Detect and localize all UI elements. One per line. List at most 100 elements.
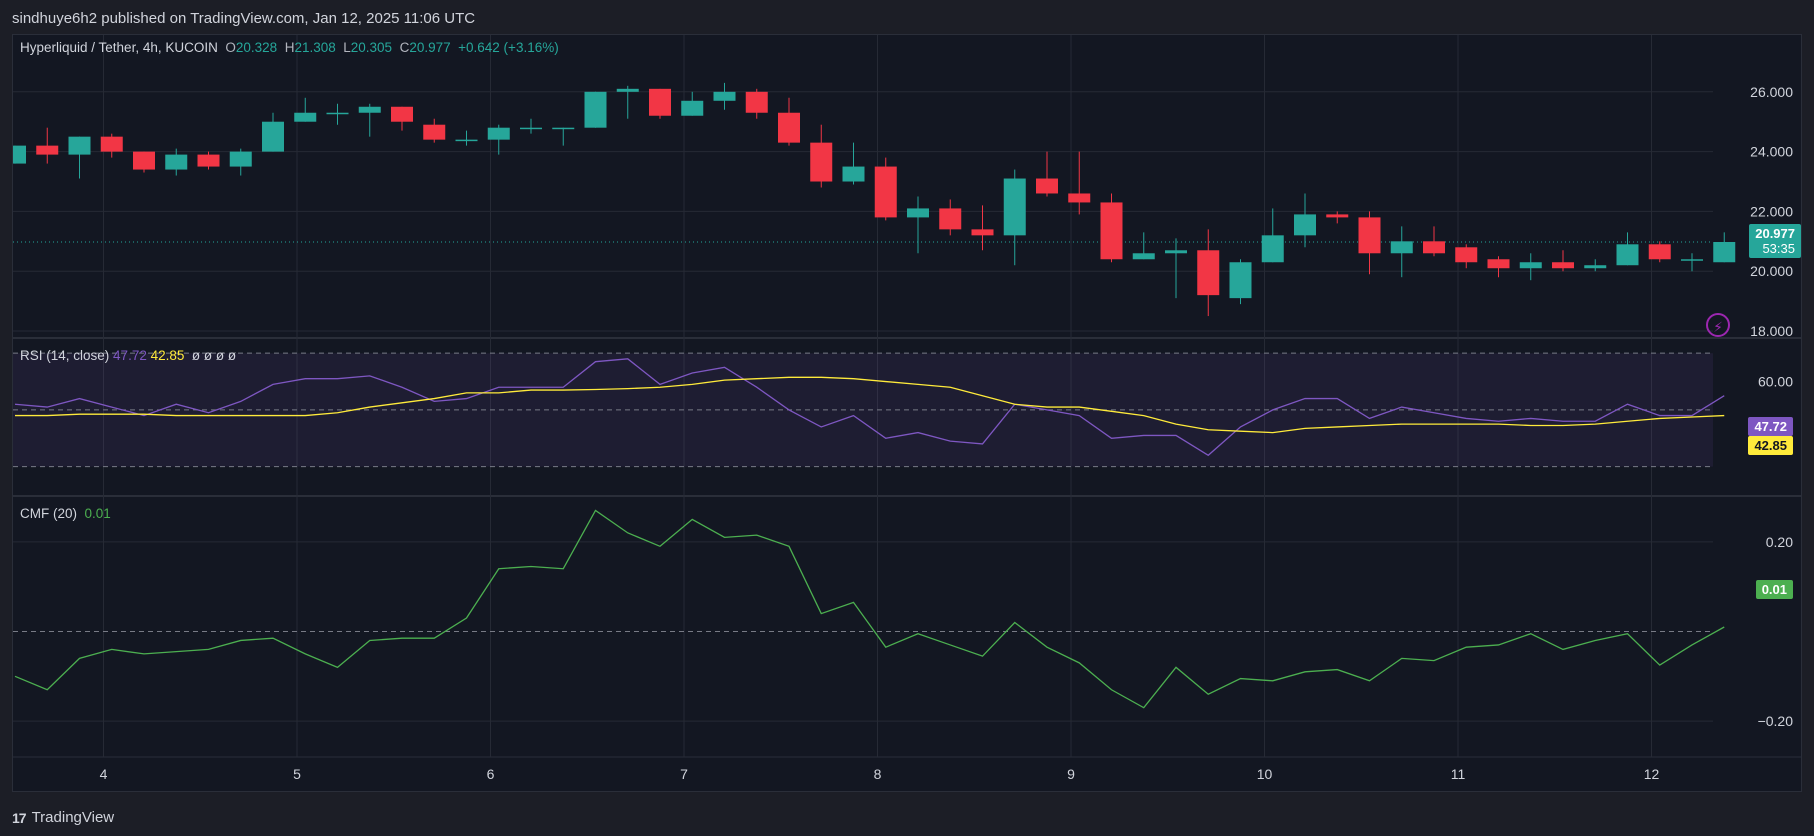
low-value: 20.305 [350,40,393,55]
rsi-series-line-ma [15,376,1725,434]
chart-canvas[interactable]: 4 5 6 7 8 9 10 11 12 18.000 20.000 22.000 24.000 26.0… [13,35,1801,791]
candle-body [100,136,123,152]
candle-body [1487,259,1510,269]
cmf-series-line [14,509,1725,709]
x-tick-label: 9 [1067,766,1075,782]
close-value: 20.977 [409,40,451,55]
footer-brand[interactable]: 17 TradingView [12,809,114,826]
candle-body [487,127,510,140]
candle-body [391,106,413,122]
candle-body [1648,244,1671,260]
candle-body [1713,242,1736,263]
candle-body [68,136,91,155]
open-label: O [225,40,236,55]
candle-body [1358,217,1381,254]
candle-body [1165,250,1187,254]
bar-countdown: 53:35 [1762,241,1795,256]
cmf-legend: CMF (20) 0.01 [20,506,111,521]
candle-body [197,154,220,167]
rsi-series-line-rsi [14,358,1725,457]
candle-body [1552,262,1574,269]
candle-body [1294,214,1316,236]
x-tick-label: 5 [293,766,301,782]
cmf-name[interactable]: CMF (20) [20,506,77,521]
candle-body [1197,250,1220,296]
last-price-value: 20.977 [1755,226,1795,241]
cmf-legend-value: 0.01 [84,506,111,521]
candle-body [455,139,478,142]
candle-body [1132,253,1155,260]
candle-body [358,106,381,113]
high-label: H [284,40,295,55]
x-tick-label: 4 [100,766,108,782]
y-tick-label: 20.000 [1750,263,1793,279]
candle-body [745,91,768,113]
candle-body [326,112,349,115]
candle-body [778,112,800,143]
brand-name: TradingView [31,809,115,826]
publish-line: sindhuye6h2 published on TradingView.com… [12,10,476,27]
close-label: C [399,40,410,55]
candle-body [616,88,639,92]
candle-body [971,229,994,236]
x-tick-label: 11 [1451,766,1466,782]
rsi-ma-legend-value: 42.85 [150,348,185,363]
last-price-tag: 20.977 53:35 [1749,224,1801,258]
candle-body [262,121,284,152]
cmf-value-tag: 0.01 [1755,580,1793,599]
candle-body [36,145,59,155]
y-tick-label: 22.000 [1750,203,1793,219]
candle-body [1423,241,1445,254]
rsi-ma-value-tag: 42.85 [1748,436,1793,455]
candle-body [1616,244,1639,266]
x-tick-label: 10 [1257,766,1273,782]
x-tick-label: 7 [680,766,688,782]
candle-body [584,91,607,128]
rsi-name[interactable]: RSI (14, close) [20,348,110,363]
price-legend: Hyperliquid / Tether, 4h, KUCOIN O20.328… [20,40,559,55]
candle-body [810,142,833,182]
candle-body [1390,241,1413,254]
candle-body [1455,247,1478,263]
y-tick-label: 26.000 [1750,84,1793,100]
candle-body [939,208,962,230]
candle-body [874,166,897,218]
candle-body [1100,202,1123,260]
candle-body [1229,262,1252,299]
candle-body [1519,262,1542,269]
candle-body [423,124,446,140]
rsi-extras: ø ø ø ø [191,348,237,363]
chart-frame[interactable]: 4 5 6 7 8 9 10 11 12 18.000 20.000 22.000 24.000 26.0… [12,34,1802,792]
candle-body [842,166,865,182]
candle-body [165,154,188,170]
candle-body [681,100,704,116]
candle-body [1036,178,1058,194]
candle-body [1326,214,1349,218]
low-label: L [343,40,351,55]
x-tick-label: 8 [874,766,882,782]
candle-body [133,151,155,170]
candle-body [1003,178,1026,236]
x-tick-label: 6 [487,766,495,782]
candle-body [520,127,542,130]
lightning-icon[interactable]: ⚡ [1706,313,1730,337]
rsi-legend: RSI (14, close) 47.72 42.85 ø ø ø ø [20,348,236,363]
candle-body [229,151,252,167]
y-tick-label: 18.000 [1750,323,1793,339]
y-tick-label: 24.000 [1750,144,1793,160]
symbol-label[interactable]: Hyperliquid / Tether, 4h, KUCOIN [20,40,218,55]
rsi-value-tag: 47.72 [1748,417,1793,436]
open-value: 20.328 [235,40,278,55]
high-value: 21.308 [294,40,336,55]
candle-body [294,112,317,122]
cmf-y-tick-label: −0.20 [1758,713,1794,729]
x-tick-label: 12 [1644,766,1660,782]
tradingview-logo-icon: 17 [12,809,27,826]
cmf-y-tick-label: 0.20 [1766,534,1793,550]
candle-body [907,208,929,218]
candle-body [552,127,575,130]
rsi-legend-value: 47.72 [113,348,147,363]
candle-body [13,145,26,164]
candle-body [649,88,671,116]
candle-body [1584,265,1607,269]
